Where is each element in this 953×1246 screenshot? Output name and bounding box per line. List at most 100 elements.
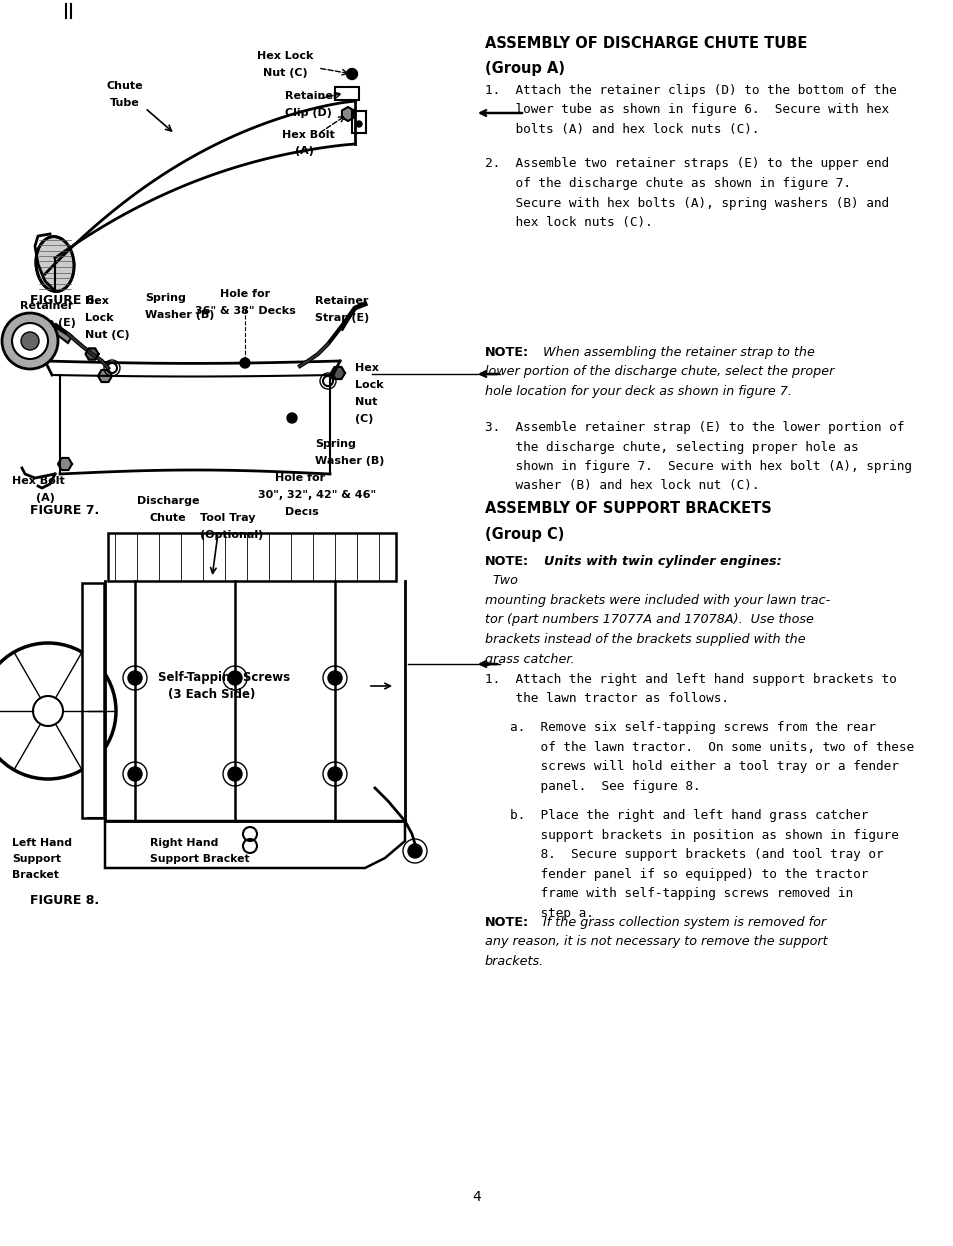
Text: Hex Bolt: Hex Bolt	[282, 130, 335, 140]
Circle shape	[328, 672, 341, 685]
Polygon shape	[86, 349, 98, 360]
Text: 1.  Attach the right and left hand support brackets to: 1. Attach the right and left hand suppor…	[484, 673, 896, 685]
Text: FIGURE 7.: FIGURE 7.	[30, 503, 99, 517]
Circle shape	[128, 672, 142, 685]
Text: If the grass collection system is removed for: If the grass collection system is remove…	[535, 916, 825, 930]
Text: of the discharge chute as shown in figure 7.: of the discharge chute as shown in figur…	[484, 177, 850, 189]
Text: (Optional): (Optional)	[200, 530, 263, 540]
Text: 1.  Attach the retainer clips (D) to the bottom of the: 1. Attach the retainer clips (D) to the …	[484, 83, 896, 97]
Text: 3.  Assemble retainer strap (E) to the lower portion of: 3. Assemble retainer strap (E) to the lo…	[484, 421, 903, 434]
Circle shape	[408, 844, 421, 858]
Text: Two: Two	[484, 574, 517, 588]
Circle shape	[355, 121, 361, 127]
Text: Chute: Chute	[107, 81, 143, 91]
Text: NOTE:: NOTE:	[484, 554, 529, 568]
Polygon shape	[105, 821, 405, 868]
Text: support brackets in position as shown in figure: support brackets in position as shown in…	[510, 829, 898, 842]
Text: Retainer: Retainer	[20, 302, 73, 312]
Text: the lawn tractor as follows.: the lawn tractor as follows.	[484, 692, 728, 705]
Text: Washer (B): Washer (B)	[314, 456, 384, 466]
Polygon shape	[98, 370, 112, 383]
Text: brackets instead of the brackets supplied with the: brackets instead of the brackets supplie…	[484, 633, 804, 645]
Text: panel.  See figure 8.: panel. See figure 8.	[510, 780, 700, 792]
FancyBboxPatch shape	[335, 87, 358, 100]
Text: Tube: Tube	[110, 98, 140, 108]
Text: grass catcher.: grass catcher.	[484, 653, 574, 665]
Text: lower tube as shown in figure 6.  Secure with hex: lower tube as shown in figure 6. Secure …	[484, 103, 888, 116]
Text: Support: Support	[12, 854, 61, 863]
Text: (A): (A)	[35, 493, 54, 503]
Text: NOTE:: NOTE:	[484, 916, 529, 930]
Text: mounting brackets were included with your lawn trac-: mounting brackets were included with you…	[484, 594, 829, 607]
Text: a.  Remove six self-tapping screws from the rear: a. Remove six self-tapping screws from t…	[510, 721, 875, 734]
Text: the discharge chute, selecting proper hole as: the discharge chute, selecting proper ho…	[484, 441, 858, 454]
Text: 2.  Assemble two retainer straps (E) to the upper end: 2. Assemble two retainer straps (E) to t…	[484, 157, 888, 171]
Polygon shape	[341, 107, 354, 121]
Text: any reason, it is not necessary to remove the support: any reason, it is not necessary to remov…	[484, 936, 827, 948]
Text: ASSEMBLY OF DISCHARGE CHUTE TUBE: ASSEMBLY OF DISCHARGE CHUTE TUBE	[484, 36, 806, 51]
Text: Left Hand: Left Hand	[12, 839, 71, 849]
Text: tor (part numbers 17077A and 17078A).  Use those: tor (part numbers 17077A and 17078A). Us…	[484, 613, 813, 627]
Circle shape	[228, 672, 242, 685]
Text: When assembling the retainer strap to the: When assembling the retainer strap to th…	[535, 346, 814, 359]
Text: frame with self-tapping screws removed in: frame with self-tapping screws removed i…	[510, 887, 852, 901]
Text: Hex: Hex	[355, 363, 378, 373]
Circle shape	[287, 412, 296, 422]
Text: Support Bracket: Support Bracket	[150, 854, 250, 863]
Text: Decıs: Decıs	[285, 507, 318, 517]
Text: Right Hand: Right Hand	[150, 839, 218, 849]
Circle shape	[346, 69, 357, 80]
Text: (A): (A)	[294, 146, 314, 156]
Ellipse shape	[36, 237, 74, 292]
Circle shape	[128, 768, 142, 781]
Circle shape	[12, 323, 48, 359]
Text: (Group C): (Group C)	[484, 527, 564, 542]
Polygon shape	[58, 459, 71, 470]
Text: brackets.: brackets.	[484, 954, 543, 968]
Text: b.  Place the right and left hand grass catcher: b. Place the right and left hand grass c…	[510, 810, 867, 822]
Text: Hole for: Hole for	[220, 289, 270, 299]
Text: Tool Tray: Tool Tray	[200, 513, 255, 523]
Text: (3 Each Side): (3 Each Side)	[168, 688, 255, 701]
Text: Retainer: Retainer	[314, 297, 368, 307]
Text: Self-Tapping Screws: Self-Tapping Screws	[158, 672, 290, 684]
Text: Nut (C): Nut (C)	[262, 69, 307, 78]
Text: ASSEMBLY OF SUPPORT BRACKETS: ASSEMBLY OF SUPPORT BRACKETS	[484, 501, 771, 516]
Circle shape	[240, 358, 250, 368]
Text: 4: 4	[472, 1190, 481, 1204]
Bar	[108, 533, 395, 581]
Text: hex lock nuts (C).: hex lock nuts (C).	[484, 216, 652, 229]
Text: washer (B) and hex lock nut (C).: washer (B) and hex lock nut (C).	[484, 480, 759, 492]
Circle shape	[328, 768, 341, 781]
Text: Hex: Hex	[85, 297, 109, 307]
FancyBboxPatch shape	[82, 583, 104, 819]
Text: Retainer: Retainer	[285, 91, 338, 101]
Text: 36" & 38" Decks: 36" & 38" Decks	[194, 307, 295, 316]
Polygon shape	[52, 324, 71, 343]
Text: Clip (D): Clip (D)	[285, 108, 332, 118]
Text: Strap (E): Strap (E)	[314, 313, 369, 323]
Text: Chute: Chute	[150, 513, 186, 523]
Text: Hex Bolt: Hex Bolt	[11, 476, 64, 486]
Text: (C): (C)	[355, 414, 373, 424]
Text: Spring: Spring	[314, 439, 355, 449]
Text: Units with twin cylinder engines:: Units with twin cylinder engines:	[535, 554, 781, 568]
Text: fender panel if so equipped) to the tractor: fender panel if so equipped) to the trac…	[510, 868, 867, 881]
Polygon shape	[331, 366, 345, 379]
Text: step a.: step a.	[510, 907, 594, 920]
Text: FIGURE 8.: FIGURE 8.	[30, 893, 99, 907]
Circle shape	[2, 313, 58, 369]
Text: shown in figure 7.  Secure with hex bolt (A), spring: shown in figure 7. Secure with hex bolt …	[484, 460, 911, 473]
Text: of the lawn tractor.  On some units, two of these: of the lawn tractor. On some units, two …	[510, 741, 913, 754]
Text: bolts (A) and hex lock nuts (C).: bolts (A) and hex lock nuts (C).	[484, 123, 759, 136]
Text: Discharge: Discharge	[136, 496, 199, 506]
Text: 8.  Secure support brackets (and tool tray or: 8. Secure support brackets (and tool tra…	[510, 849, 882, 861]
Text: NOTE:: NOTE:	[484, 346, 529, 359]
Text: Hex Lock: Hex Lock	[256, 51, 313, 61]
Text: 30", 32", 42" & 46": 30", 32", 42" & 46"	[257, 490, 375, 500]
Text: (Group A): (Group A)	[484, 61, 564, 76]
Text: Nut (C): Nut (C)	[85, 330, 130, 340]
Circle shape	[21, 331, 39, 350]
Text: Spring: Spring	[145, 293, 186, 303]
Text: Secure with hex bolts (A), spring washers (B) and: Secure with hex bolts (A), spring washer…	[484, 197, 888, 209]
